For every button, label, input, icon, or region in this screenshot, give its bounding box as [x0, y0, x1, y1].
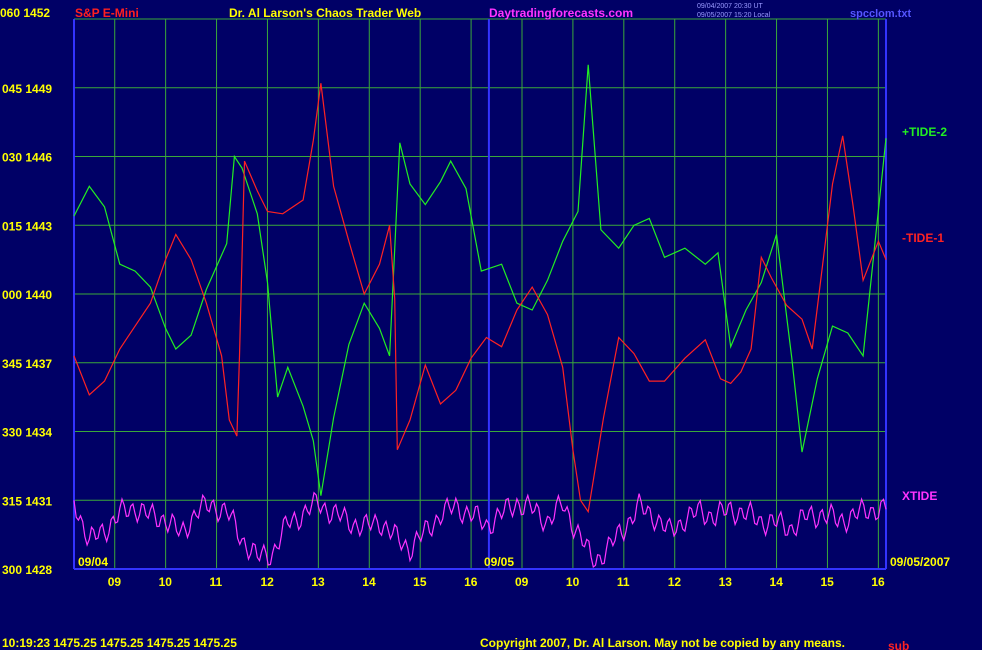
chart-axes	[73, 19, 887, 570]
x-tick-label: 10	[566, 575, 580, 589]
x-tick-label: 16	[871, 575, 885, 589]
x-tick-label: 14	[770, 575, 784, 589]
series-line	[73, 83, 887, 514]
series-layer	[73, 64, 887, 569]
date-label-end: 09/05/2007	[890, 555, 950, 569]
x-tick-label: 09	[515, 575, 529, 589]
x-tick-label: 12	[260, 575, 274, 589]
x-tick-label: 10	[159, 575, 173, 589]
date-label-start-2: 09/05	[484, 555, 514, 569]
y-label: 315 1431	[2, 494, 52, 508]
y-label: 300 1428	[2, 563, 52, 577]
y-label: 045 1449	[2, 82, 52, 96]
date-label-start-1: 09/04	[78, 555, 108, 569]
y-axis-labels: 045 1449 030 1446 015 1443 000 1440 345 1437…	[2, 82, 52, 577]
x-tick-label: 13	[311, 575, 325, 589]
x-tick-label: 14	[362, 575, 376, 589]
data-file-name: spcclom.txt	[850, 8, 911, 20]
overlap-text: sub	[888, 639, 909, 650]
series-line	[73, 491, 887, 569]
x-tick-label: 11	[210, 575, 223, 589]
legend-xtide: XTIDE	[902, 489, 937, 503]
x-tick-label: 16	[464, 575, 478, 589]
x-tick-label: 15	[820, 575, 834, 589]
x-tick-label: 11	[617, 575, 630, 589]
x-tick-label: 12	[668, 575, 682, 589]
symbol-title: S&P E-Mini	[75, 6, 139, 20]
series-line	[73, 64, 887, 496]
meta-time-local: 09/05/2007 15:20 Local	[697, 12, 771, 19]
x-tick-label: 09	[108, 575, 122, 589]
x-tick-label: 15	[413, 575, 427, 589]
legend-tide1: -TIDE-1	[902, 231, 944, 245]
page-title: Dr. Al Larson's Chaos Trader Web	[229, 6, 421, 20]
y-label: 015 1443	[2, 219, 52, 233]
x-axis-labels: 09 10 11 12 13 14 15 16 09 10 11 12 13 14 15 16	[108, 575, 885, 589]
y-label: 330 1434	[2, 426, 52, 440]
x-tick-label: 13	[719, 575, 733, 589]
y-label: 000 1440	[2, 288, 52, 302]
y-label: 345 1437	[2, 357, 52, 371]
chart-grid	[74, 18, 886, 570]
y-label: 030 1446	[2, 151, 52, 165]
copyright-notice: Copyright 2007, Dr. Al Larson. May not b…	[480, 636, 845, 650]
y-top-left-label: 060 1452	[0, 6, 50, 20]
site-link[interactable]: Daytradingforecasts.com	[489, 6, 633, 20]
meta-time-ut: 09/04/2007 20:30 UT	[697, 3, 763, 10]
quote-readout: 10:19:23 1475.25 1475.25 1475.25 1475.25	[2, 636, 237, 650]
legend-tide2: +TIDE-2	[902, 125, 947, 139]
